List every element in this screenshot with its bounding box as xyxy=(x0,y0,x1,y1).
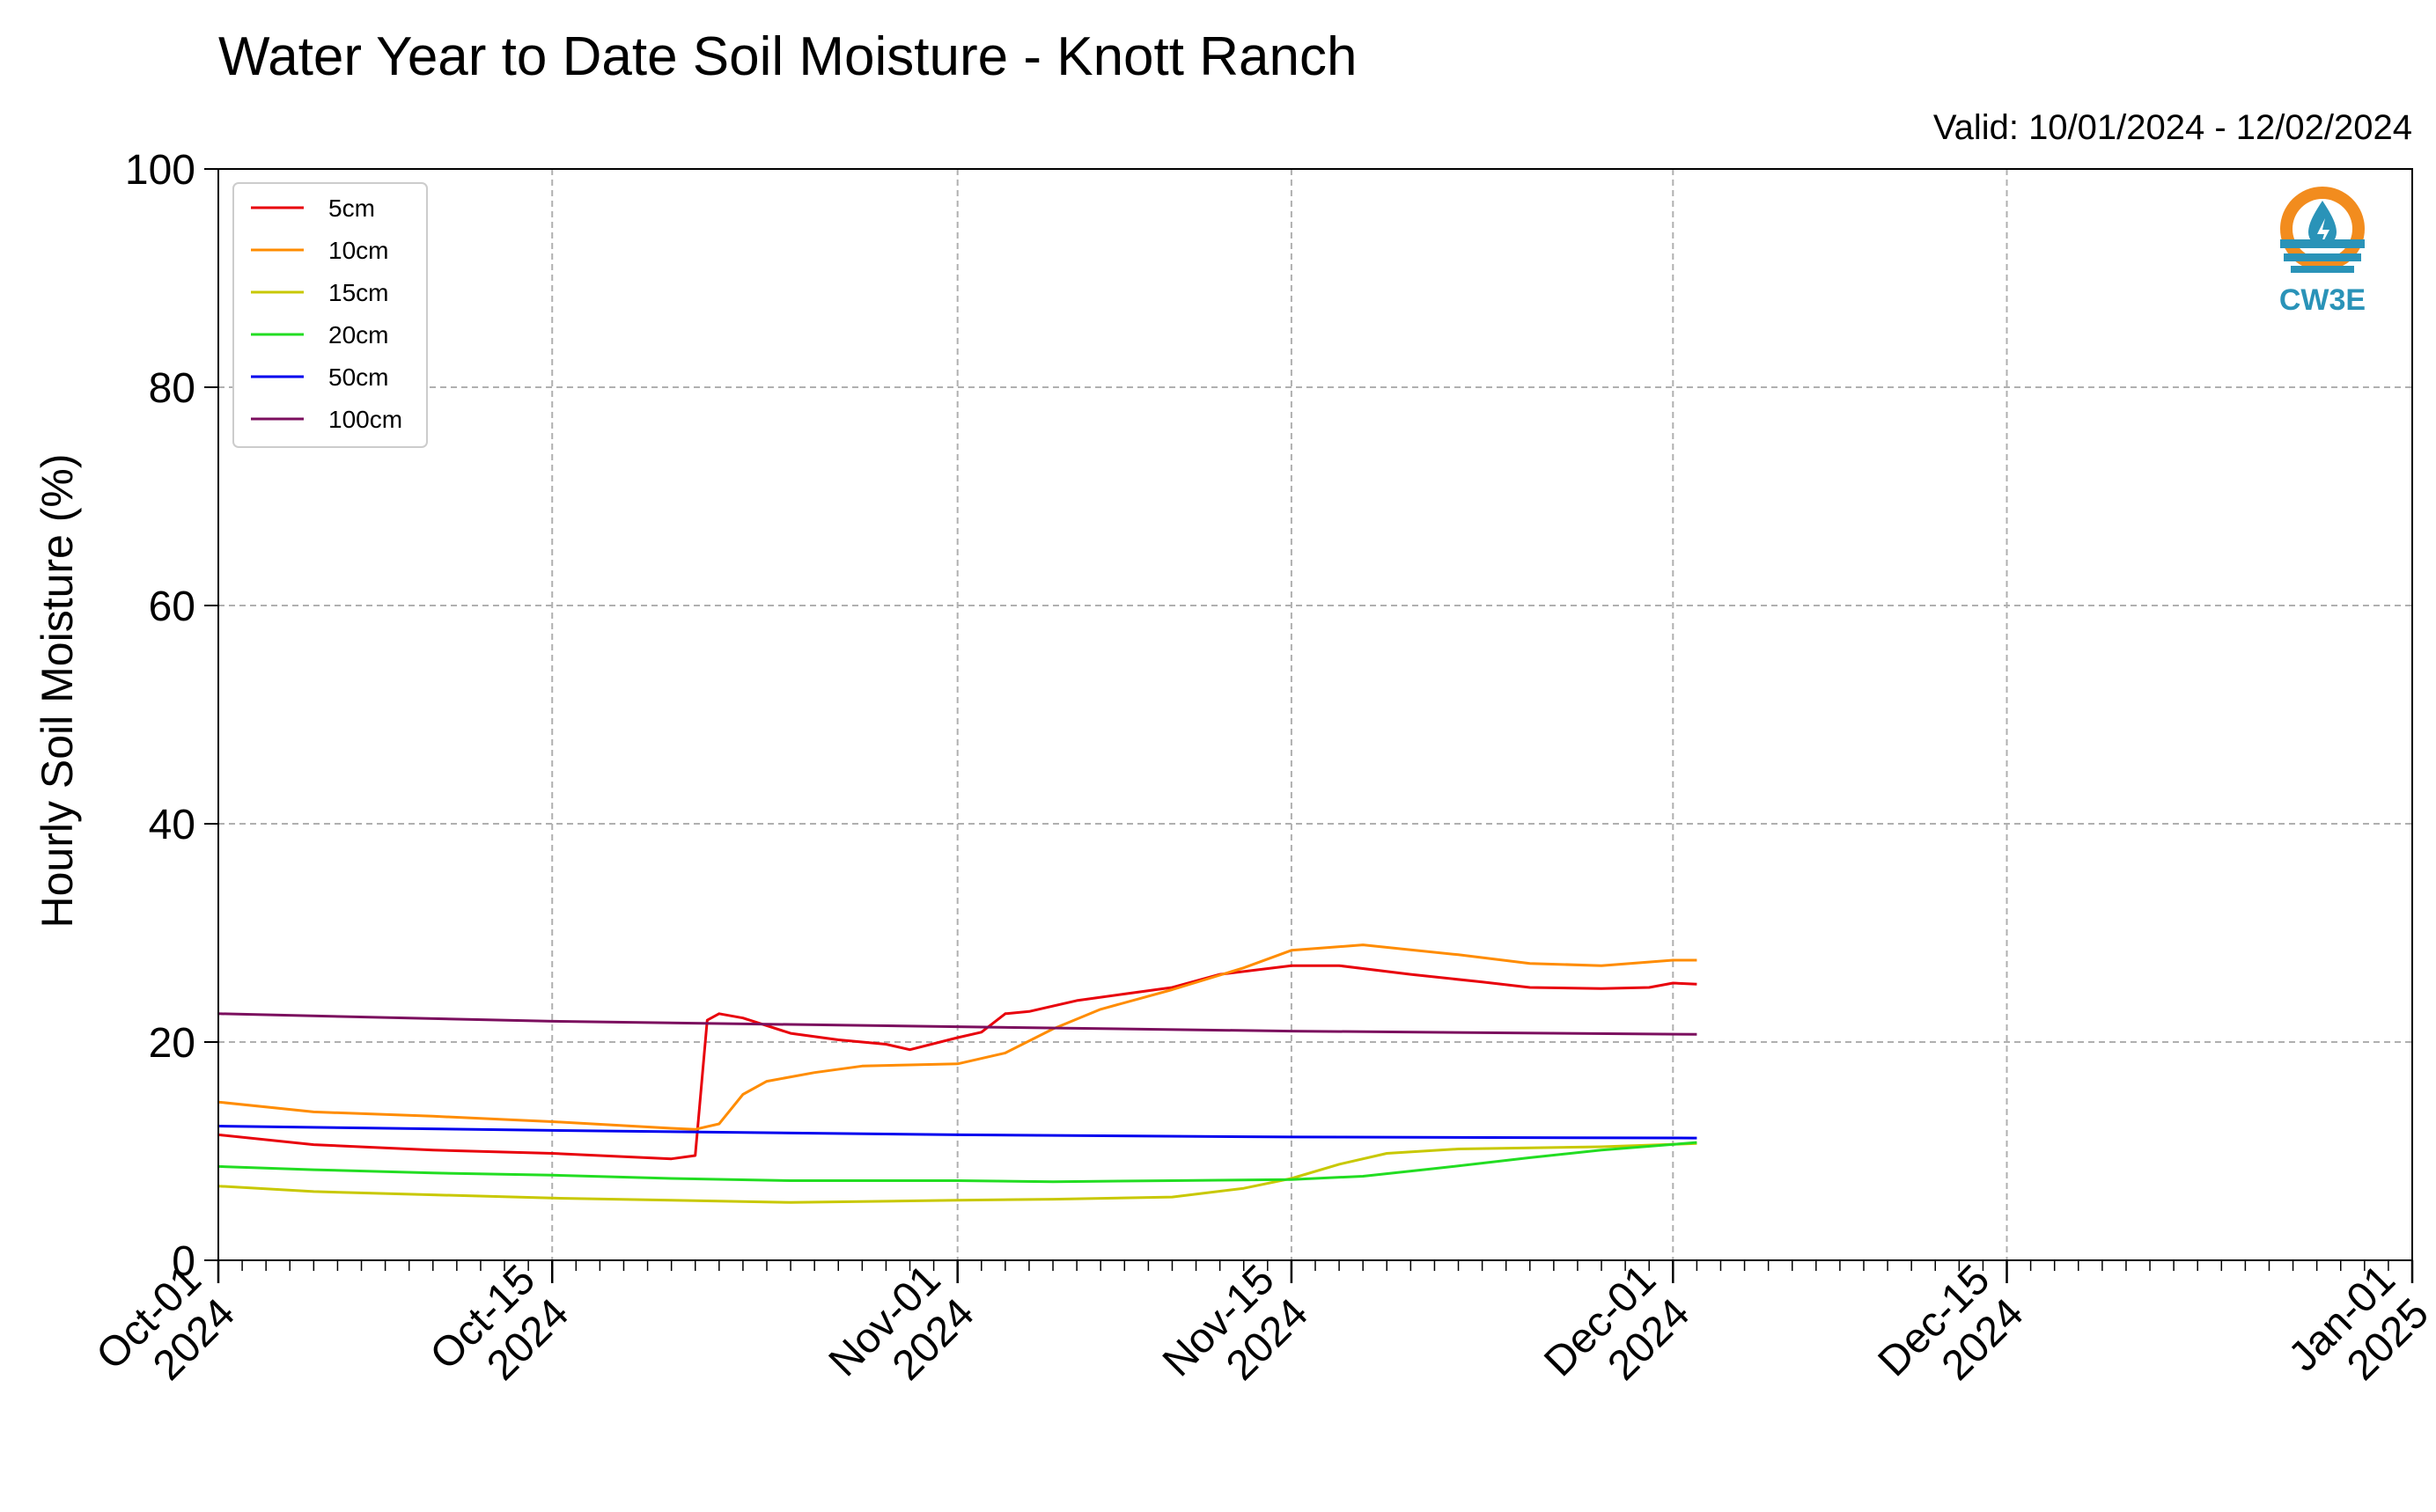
series-line-5cm xyxy=(217,964,1697,1161)
y-tick-label: 0 xyxy=(172,1238,195,1285)
legend: 5cm 10cm 15cm 20cm 50cm 100cm xyxy=(232,182,428,448)
legend-label: 50cm xyxy=(328,363,388,391)
cw3e-logo: CW3E xyxy=(2279,187,2366,317)
series-line-10cm xyxy=(217,943,1697,1131)
y-tick-label: 60 xyxy=(149,584,195,630)
series-line-50cm xyxy=(217,1125,1697,1140)
legend-label: 100cm xyxy=(328,406,402,433)
y-tick-label: 40 xyxy=(149,802,195,848)
axes xyxy=(204,168,2414,1283)
legend-label: 15cm xyxy=(328,279,388,306)
logo-text: CW3E xyxy=(2279,283,2366,317)
series-line-20cm xyxy=(217,1141,1697,1184)
y-tick-label: 100 xyxy=(125,147,195,194)
series-layer xyxy=(217,943,1697,1204)
y-tick-label: 20 xyxy=(149,1020,195,1067)
valid-range: Valid: 10/01/2024 - 12/02/2024 xyxy=(1933,108,2412,147)
y-tick-label: 80 xyxy=(149,365,195,412)
legend-label: 20cm xyxy=(328,321,388,349)
chart-title: Water Year to Date Soil Moisture - Knott… xyxy=(218,26,1357,87)
series-line-15cm xyxy=(217,1141,1697,1204)
grid xyxy=(218,169,2412,1260)
y-axis-label: Hourly Soil Moisture (%) xyxy=(33,453,82,928)
legend-label: 10cm xyxy=(328,237,388,264)
series-line-100cm xyxy=(217,1012,1697,1036)
legend-label: 5cm xyxy=(328,195,375,222)
